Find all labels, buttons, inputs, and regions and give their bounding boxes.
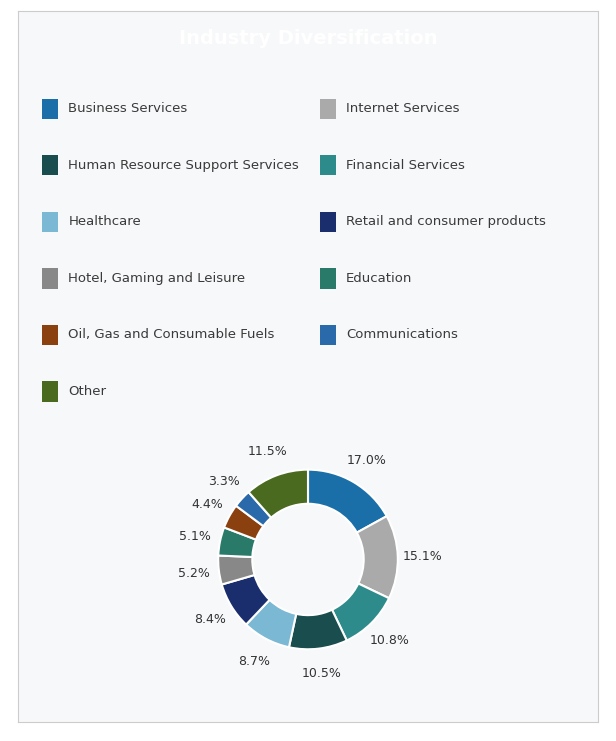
Text: Oil, Gas and Consumable Fuels: Oil, Gas and Consumable Fuels — [68, 328, 275, 342]
Wedge shape — [246, 599, 296, 647]
Text: Healthcare: Healthcare — [68, 216, 141, 228]
Text: Internet Services: Internet Services — [346, 102, 460, 116]
Text: Education: Education — [346, 272, 413, 285]
Bar — [320, 268, 336, 288]
Wedge shape — [218, 556, 254, 585]
Text: 11.5%: 11.5% — [248, 445, 287, 459]
Bar — [320, 325, 336, 345]
Wedge shape — [224, 506, 264, 539]
Text: 10.5%: 10.5% — [301, 667, 341, 680]
Wedge shape — [236, 492, 271, 526]
Bar — [42, 382, 58, 402]
Text: 4.4%: 4.4% — [192, 497, 223, 511]
Bar — [42, 99, 58, 119]
Text: Hotel, Gaming and Leisure: Hotel, Gaming and Leisure — [68, 272, 245, 285]
Text: Retail and consumer products: Retail and consumer products — [346, 216, 546, 228]
Wedge shape — [222, 575, 270, 625]
Text: 5.2%: 5.2% — [178, 567, 210, 579]
Text: 5.1%: 5.1% — [179, 530, 211, 542]
Bar — [320, 156, 336, 176]
Bar — [42, 325, 58, 345]
Bar — [42, 212, 58, 232]
Text: 8.4%: 8.4% — [194, 613, 225, 625]
Wedge shape — [308, 470, 387, 533]
Wedge shape — [332, 583, 389, 640]
Text: Other: Other — [68, 385, 107, 398]
Text: Financial Services: Financial Services — [346, 159, 465, 172]
Bar — [42, 268, 58, 288]
Wedge shape — [289, 610, 347, 649]
Text: Industry Diversification: Industry Diversification — [179, 29, 437, 47]
Text: Communications: Communications — [346, 328, 458, 342]
Text: 17.0%: 17.0% — [347, 454, 386, 467]
Wedge shape — [218, 528, 256, 557]
Text: 15.1%: 15.1% — [403, 550, 443, 562]
Text: 8.7%: 8.7% — [238, 654, 270, 668]
Text: Business Services: Business Services — [68, 102, 187, 116]
Text: 3.3%: 3.3% — [208, 475, 240, 488]
Text: 10.8%: 10.8% — [370, 634, 409, 647]
Bar — [42, 156, 58, 176]
Bar — [320, 99, 336, 119]
Text: Human Resource Support Services: Human Resource Support Services — [68, 159, 299, 172]
Wedge shape — [249, 470, 308, 518]
Wedge shape — [357, 516, 398, 598]
Bar — [320, 212, 336, 232]
